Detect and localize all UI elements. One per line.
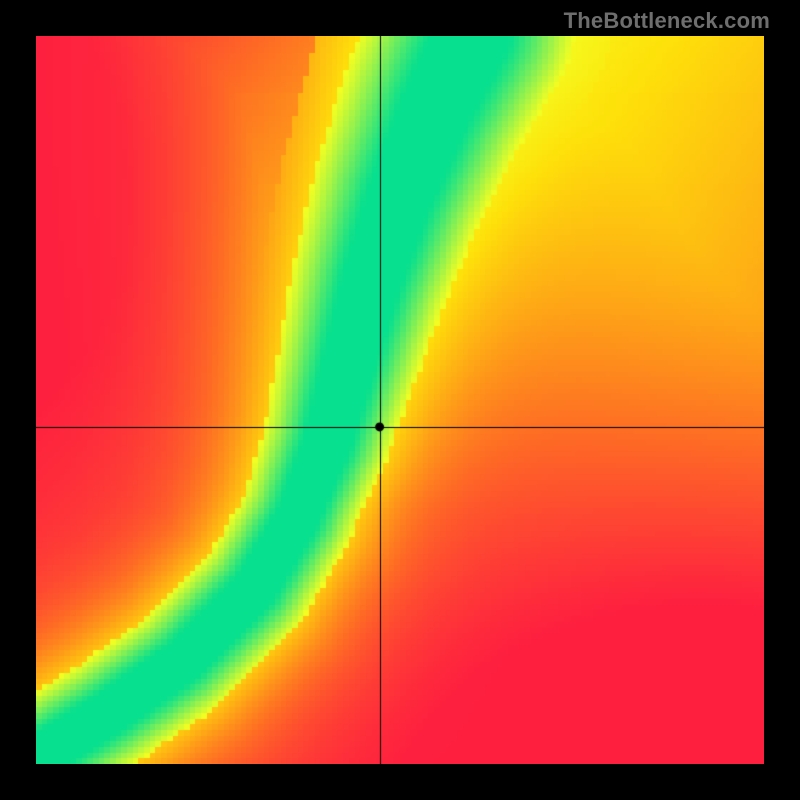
watermark-text: TheBottleneck.com <box>564 8 770 34</box>
heatmap-canvas <box>36 36 764 764</box>
chart-frame: TheBottleneck.com <box>0 0 800 800</box>
